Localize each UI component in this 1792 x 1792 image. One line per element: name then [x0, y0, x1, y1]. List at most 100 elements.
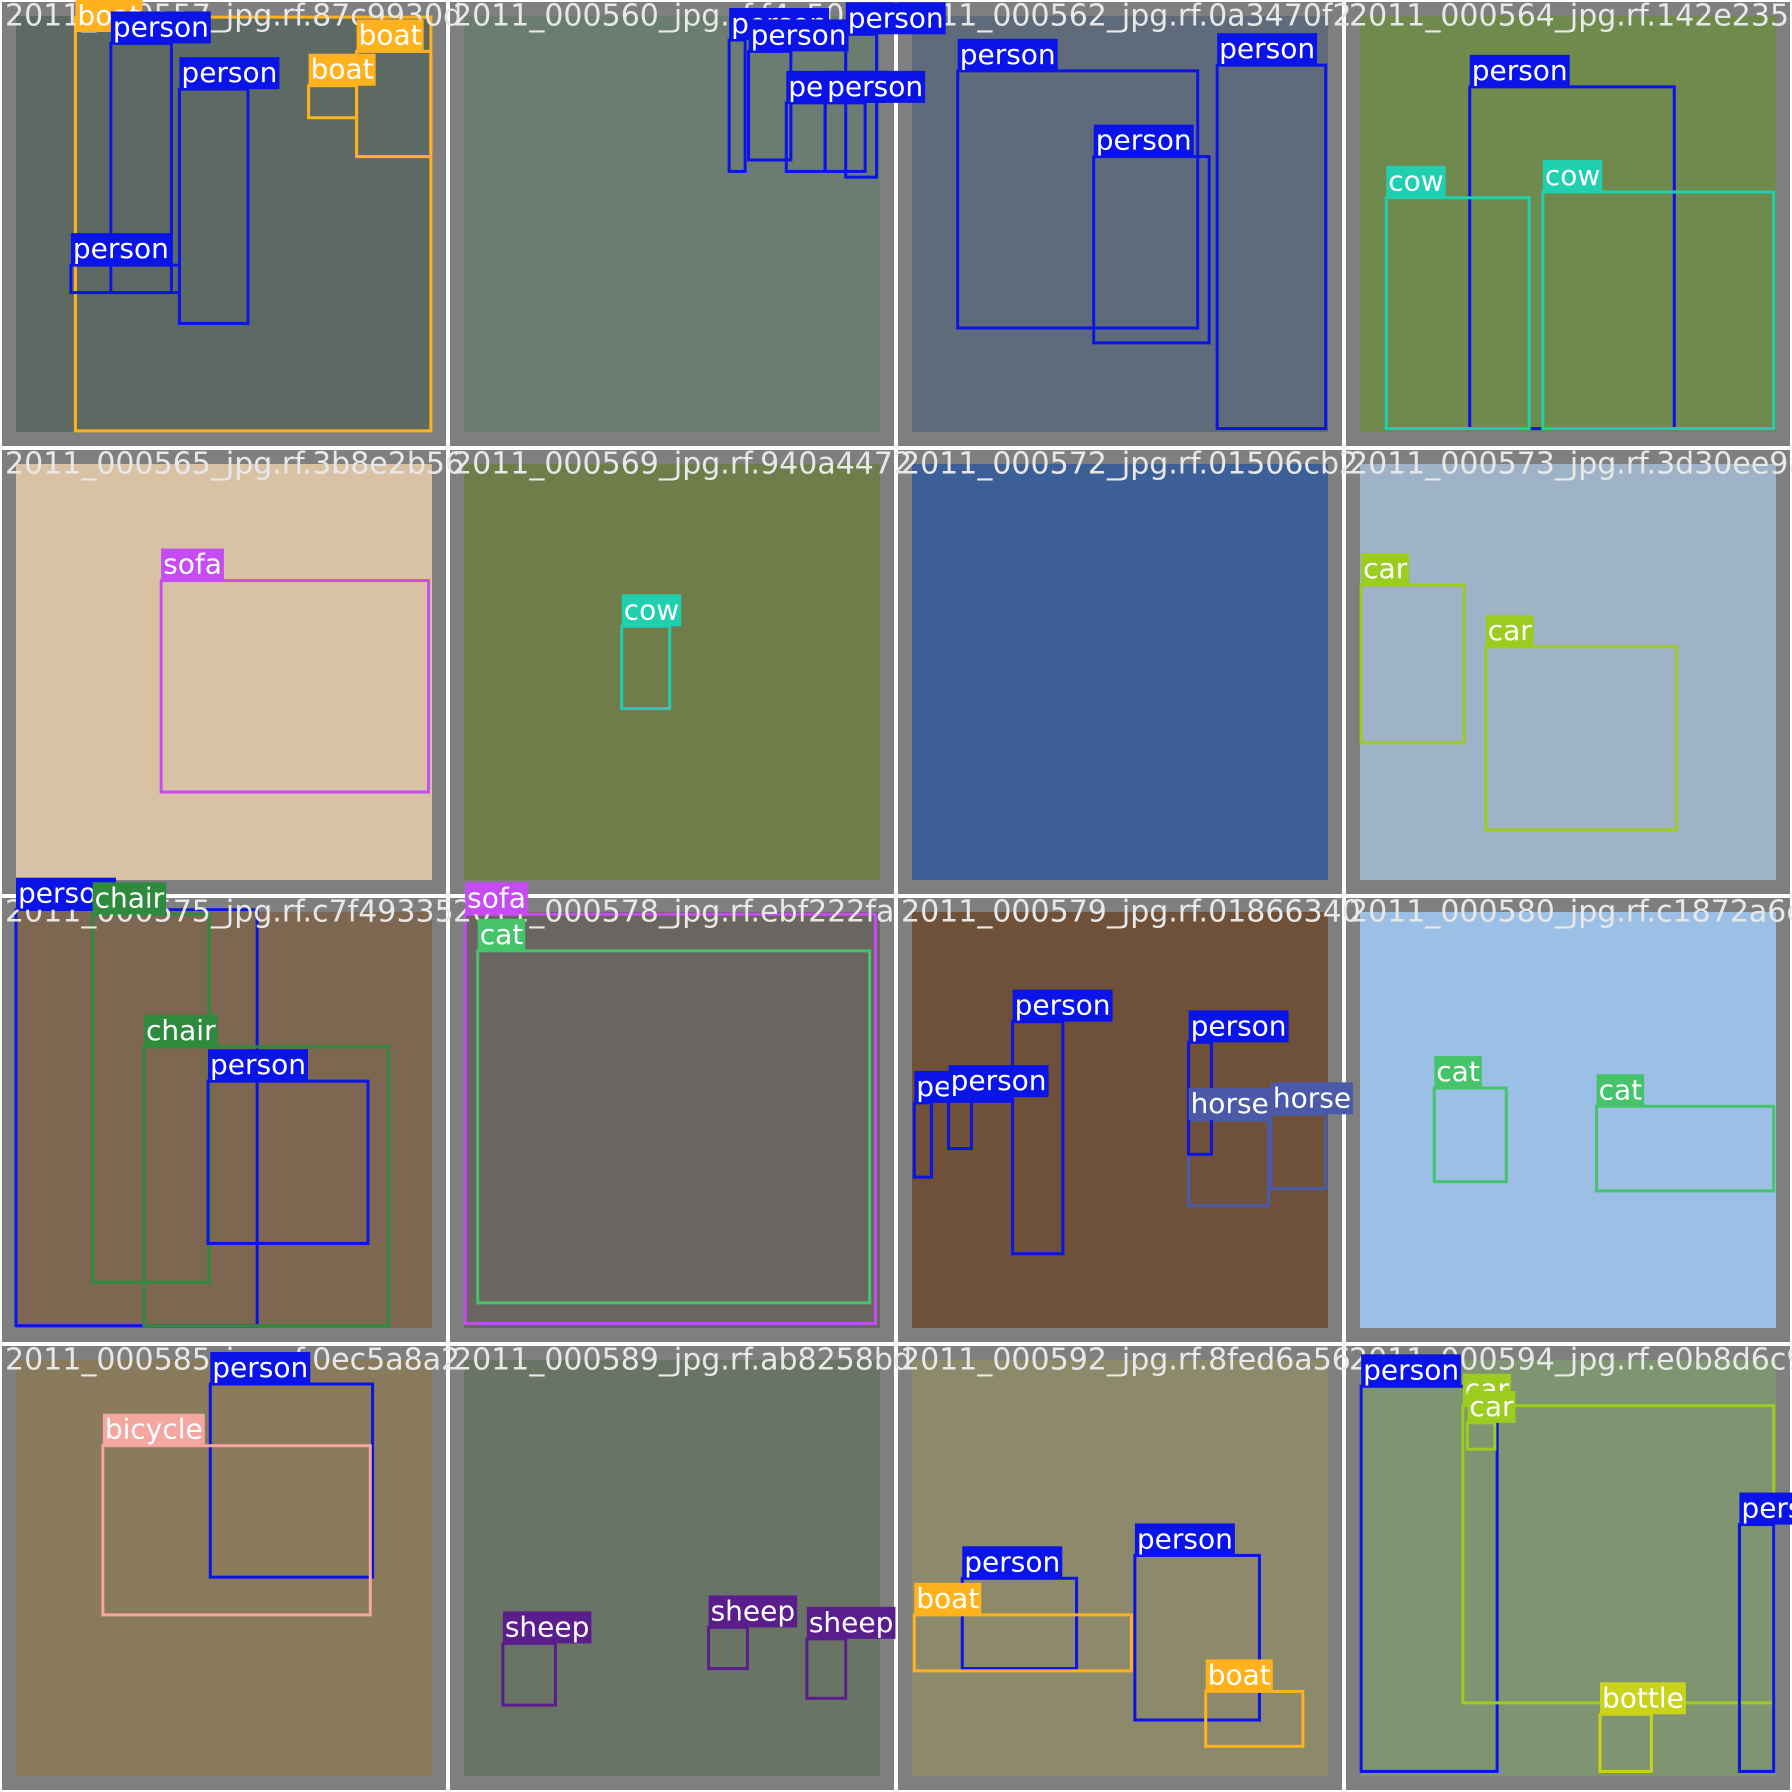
- box-label: horse: [1191, 1087, 1269, 1120]
- box-label: person: [210, 1048, 306, 1081]
- filename: 2011_000592_jpg.rf.8fed6a56: [901, 1343, 1351, 1378]
- label-bg: [161, 548, 224, 581]
- label-bg: [948, 1065, 1049, 1098]
- label-bg: [110, 11, 211, 44]
- box-label: boat: [916, 1582, 979, 1615]
- box-label: person: [960, 38, 1056, 71]
- label-bg: [1600, 1682, 1686, 1715]
- box-label: sheep: [711, 1594, 796, 1627]
- bounding-box: [101, 1444, 372, 1617]
- box-label: person: [1015, 989, 1111, 1022]
- box-label: person: [1137, 1522, 1233, 1555]
- box-label: person: [1741, 1492, 1792, 1525]
- tile-image: [1360, 912, 1776, 1328]
- label-bg: [477, 918, 526, 951]
- box-label: person: [1363, 1353, 1459, 1386]
- filename: 2011_000572_jpg.rf.01506cb2: [901, 447, 1358, 482]
- label-bg: [210, 1352, 311, 1384]
- label-bg: [1739, 1492, 1792, 1525]
- bounding-box: [1595, 1104, 1776, 1193]
- tile-image: [1360, 1360, 1776, 1776]
- filename: 2011_000579_jpg.rf.01866340: [901, 895, 1361, 930]
- box-label: chair: [146, 1014, 216, 1047]
- label-bg: [806, 1606, 896, 1639]
- box-label: cat: [1436, 1055, 1480, 1088]
- box-label: car: [1488, 614, 1533, 647]
- label-bg: [1361, 553, 1410, 586]
- box-label: person: [113, 10, 209, 43]
- box-label: car: [1469, 1390, 1514, 1423]
- label-bg: [356, 19, 424, 52]
- label-bg: [502, 1611, 592, 1644]
- label-bg: [92, 882, 167, 915]
- label-bg: [1093, 124, 1194, 157]
- label-bg: [208, 1049, 308, 1082]
- label-bg: [1386, 165, 1446, 198]
- tile-image: [16, 1360, 432, 1776]
- box-label: sheep: [809, 1606, 894, 1639]
- box-label: person: [951, 1064, 1047, 1097]
- filename: 2011_000569_jpg.rf.940a4472: [453, 447, 912, 482]
- label-bg: [1434, 1056, 1482, 1088]
- box-label: cow: [1388, 165, 1443, 198]
- box-label: boat: [359, 18, 422, 51]
- bounding-box: [1484, 645, 1679, 832]
- label-bg: [1270, 1082, 1354, 1115]
- box-label: person: [964, 1545, 1060, 1578]
- label-bg: [1012, 989, 1113, 1022]
- label-bg: [1188, 1088, 1271, 1120]
- box-label: sofa: [163, 548, 222, 581]
- label-bg: [1361, 1354, 1462, 1387]
- label-bg: [308, 53, 376, 86]
- bounding-box: [1384, 196, 1531, 431]
- box-label: person: [1191, 1009, 1287, 1042]
- label-bg: [102, 1413, 205, 1446]
- label-bg: [962, 1546, 1063, 1579]
- bounding-box: [476, 949, 872, 1305]
- box-label: bottle: [1602, 1681, 1684, 1714]
- box-label: person: [73, 232, 169, 265]
- label-bg: [1542, 160, 1603, 192]
- filename: 2011_000562_jpg.rf.0a3470f2: [901, 0, 1352, 34]
- bounding-box: [1359, 583, 1466, 745]
- tile-image: [912, 464, 1328, 880]
- box-label: bicycle: [105, 1413, 203, 1446]
- box-label: sofa: [467, 881, 526, 914]
- tile-image: [1360, 464, 1776, 880]
- tile-image: [464, 912, 880, 1328]
- bounding-box: [1541, 190, 1776, 431]
- box-label: person: [751, 18, 847, 51]
- label-bg: [957, 38, 1058, 71]
- bounding-box: [177, 87, 250, 325]
- label-bg: [144, 1014, 218, 1047]
- bounding-box: [956, 69, 1200, 330]
- label-bg: [465, 882, 528, 915]
- label-bg: [708, 1595, 798, 1628]
- box-label: person: [212, 1351, 308, 1384]
- box-label: person: [848, 1, 944, 34]
- tile-image: [16, 464, 432, 880]
- box-label: boat: [1208, 1658, 1271, 1691]
- bounding-box: [463, 912, 877, 1325]
- label-bg: [845, 2, 946, 35]
- box-label: person: [1472, 54, 1568, 87]
- label-bg: [1596, 1074, 1645, 1107]
- label-bg: [179, 57, 280, 90]
- filename: 2011_000565_jpg.rf.3b8e2b56: [5, 447, 464, 482]
- bounding-box: [912, 1613, 1133, 1673]
- label-bg: [621, 594, 682, 627]
- tile-image: [464, 1360, 880, 1776]
- label-bg: [1469, 54, 1570, 87]
- label-bg: [1188, 1010, 1289, 1043]
- bounding-box: [1215, 63, 1328, 431]
- box-label: boat: [311, 53, 374, 86]
- bounding-box: [73, 15, 433, 433]
- bounding-box: [159, 579, 431, 794]
- box-label: cow: [624, 593, 679, 626]
- box-label: cow: [1545, 159, 1600, 192]
- box-label: car: [1363, 552, 1408, 585]
- label-bg: [1134, 1523, 1235, 1556]
- box-label: sheep: [505, 1610, 590, 1643]
- tile-image: [464, 464, 880, 880]
